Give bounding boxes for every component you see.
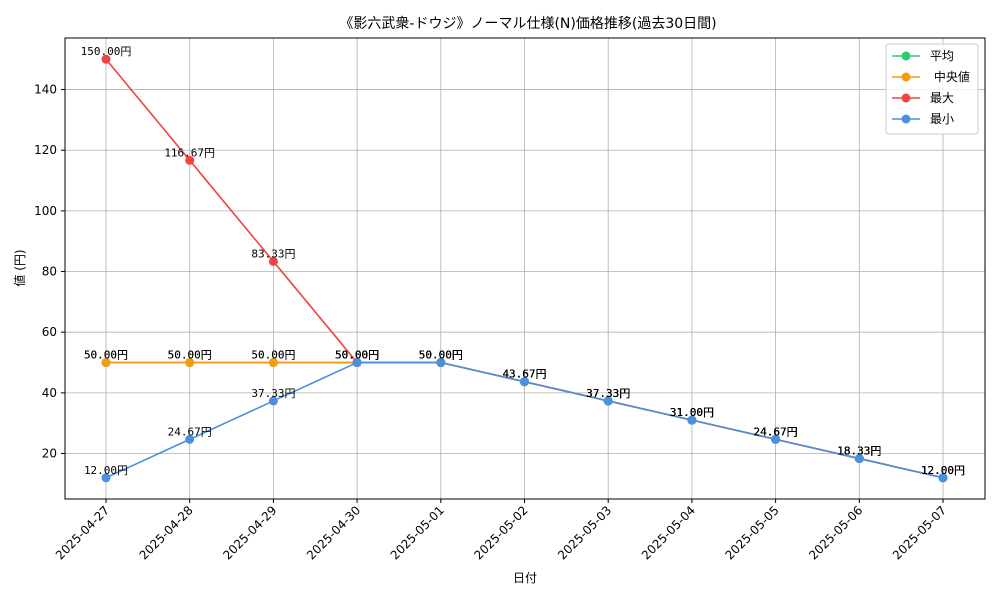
data-labels: 50.00円 50.00円 50.00円 50.00円 50.00円 43.67円 37.3… [81,45,965,477]
data-label: 43.67円 [502,368,546,381]
data-label: 24.67円 [754,425,798,438]
data-point [352,358,362,368]
data-label: 50.00円 [335,349,379,362]
data-label: 12.00円 [921,464,965,477]
data-point [520,377,529,387]
data-point [436,358,446,368]
data-label: 50.00円 [168,349,212,362]
x-tick-label: 2025-04-29 [220,503,279,562]
data-label: 31.00円 [670,406,714,419]
legend-label: 平均 [930,49,954,63]
data-label: 37.33円 [586,387,630,400]
data-point [101,54,111,64]
x-tick-label: 2025-05-01 [388,503,447,562]
y-tick-label: 120 [34,143,57,157]
data-point [101,473,111,483]
legend-label: 最大 [930,91,954,105]
legend-swatch-marker [901,114,911,124]
data-label: 24.67円 [168,425,212,438]
data-label: 50.00円 [84,349,128,362]
x-tick-label: 2025-05-02 [471,503,530,562]
x-axis-ticks: 2025-04-27 2025-04-28 2025-04-29 2025-04-30… [53,499,949,562]
y-tick-label: 40 [42,386,57,400]
y-tick-label: 140 [34,83,57,97]
y-axis-ticks: 20 40 60 80 100 120 140 [34,83,65,461]
x-tick-label: 2025-05-06 [806,503,865,562]
y-tick-label: 20 [42,447,57,461]
legend-label: 最小 [930,112,954,126]
plot-frame [64,37,986,500]
series-group [101,54,948,483]
data-label: 12.00円 [921,464,965,477]
y-tick-label: 100 [34,204,57,218]
data-label: 37.33円 [586,387,630,400]
x-tick-label: 2025-05-05 [723,503,782,562]
data-point [268,256,278,266]
data-label: 50.00円 [251,349,295,362]
data-label: 50.00円 [419,349,463,362]
data-label: 12.00円 [921,464,965,477]
data-label: 50.00円 [419,349,463,362]
legend-label: 中央値 [930,69,970,84]
data-label: 31.00円 [670,406,714,419]
data-label: 43.67円 [502,368,546,381]
data-label: 31.00円 [670,406,714,419]
data-label: 37.33円 [586,387,630,400]
data-label: 12.00円 [84,464,128,477]
x-tick-label: 2025-05-07 [890,503,949,562]
data-label: 50.00円 [84,349,128,362]
y-tick-label: 60 [42,325,57,339]
legend-box [885,43,979,135]
legend-swatch-marker [901,51,911,61]
data-label: 18.33円 [837,445,881,458]
data-label: 50.00円 [335,349,379,362]
data-label: 50.00円 [335,349,379,362]
data-label: 18.33円 [837,445,881,458]
data-label: 37.33円 [586,387,630,400]
x-tick-label: 2025-04-30 [304,503,363,562]
y-axis-title: 値 (円) [12,249,27,286]
data-label: 50.00円 [251,349,295,362]
x-tick-label: 2025-05-04 [639,503,698,562]
data-label: 50.00円 [335,349,379,362]
legend-swatch-marker [901,93,911,103]
data-label: 43.67円 [502,368,546,381]
data-point [854,454,864,464]
data-point [938,473,948,483]
data-label: 18.33円 [837,445,881,458]
data-label: 50.00円 [419,349,463,362]
data-label: 83.33円 [251,247,295,260]
data-label: 50.00円 [419,349,463,362]
chart-title: 《影六武衆-ドウジ》ノーマル仕様(N)価格推移(過去30日間) [339,16,716,32]
data-point [101,358,111,368]
x-tick-label: 2025-05-03 [555,503,614,562]
x-tick-label: 2025-04-27 [53,503,112,562]
x-tick-label: 2025-04-28 [137,503,196,562]
data-point [185,155,195,165]
data-label: 24.67円 [754,425,798,438]
data-label: 31.00円 [670,406,714,419]
data-point [771,434,781,444]
data-point [268,358,278,368]
data-label: 18.33円 [837,445,881,458]
legend-swatch-marker [901,72,911,82]
data-point [185,434,195,444]
data-label: 150.00円 [81,45,132,58]
grid-lines [65,38,985,499]
data-label: 37.33円 [251,387,295,400]
data-label: 24.67円 [754,425,798,438]
data-label: 116.67円 [164,146,215,159]
data-label: 24.67円 [754,425,798,438]
x-axis-title: 日付 [513,571,537,585]
data-point [687,415,697,425]
data-point [185,358,195,368]
data-label: 43.67円 [502,368,546,381]
data-point [268,396,278,406]
data-label: 50.00円 [168,349,212,362]
data-label: 12.00円 [921,464,965,477]
y-tick-label: 80 [42,265,57,279]
data-point [603,396,613,406]
